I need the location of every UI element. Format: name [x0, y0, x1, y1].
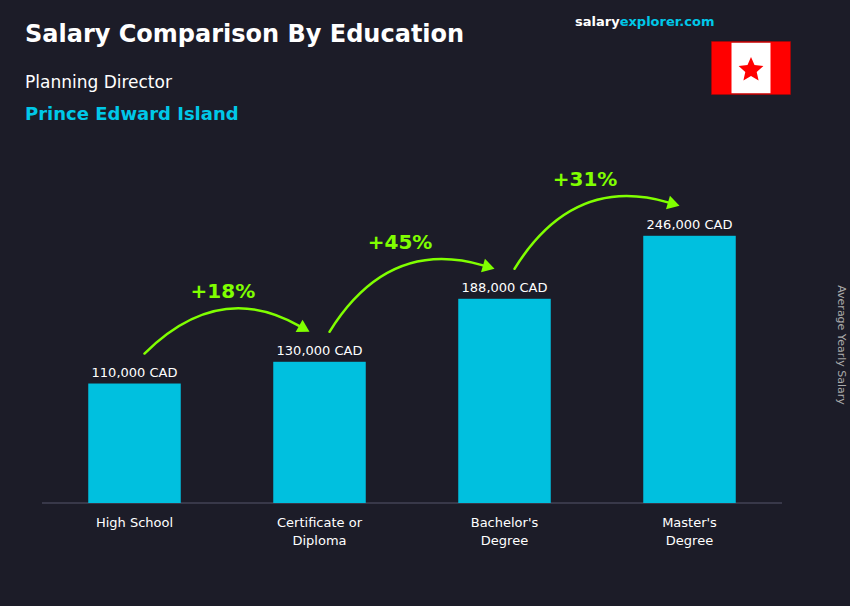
change-arc	[330, 259, 483, 332]
x-tick-label: Bachelor'sDegree	[471, 515, 539, 548]
data-label: 246,000 CAD	[647, 217, 733, 232]
data-label: 110,000 CAD	[92, 365, 178, 380]
change-arrowhead	[296, 320, 310, 332]
bar	[458, 299, 551, 503]
bar	[643, 236, 736, 503]
change-arrowhead	[481, 259, 494, 272]
location: Prince Edward Island	[25, 103, 239, 124]
bars	[88, 236, 736, 503]
change-arrow	[330, 259, 495, 332]
change-label: +31%	[553, 167, 618, 191]
watermark: salaryexplorer.com	[575, 14, 714, 29]
watermark-part: explorer.com	[620, 14, 715, 29]
watermark-part: salary	[575, 14, 620, 29]
flag	[712, 42, 790, 94]
change-arc	[145, 308, 300, 353]
change-label: +45%	[368, 230, 433, 254]
subtitle: Planning Director	[25, 72, 172, 92]
change-arrowhead	[666, 196, 679, 209]
x-tick-label: High School	[96, 515, 173, 530]
flag-stripe	[771, 42, 791, 94]
x-tick-label: Certificate orDiploma	[277, 515, 363, 548]
change-arrow	[145, 308, 310, 353]
data-label: 188,000 CAD	[462, 280, 548, 295]
change-arc	[515, 196, 668, 269]
chart: Salary Comparison By Education Planning D…	[0, 0, 850, 606]
change-label: +18%	[191, 279, 256, 303]
bar	[273, 362, 366, 503]
bar	[88, 384, 181, 503]
background	[0, 0, 850, 606]
title: Salary Comparison By Education	[25, 20, 464, 48]
flag-leaf	[739, 57, 764, 81]
flag-stripe	[712, 42, 732, 94]
change-arrow	[515, 196, 680, 269]
flag-field	[712, 42, 790, 94]
y-axis-label: Average Yearly Salary	[835, 285, 848, 405]
data-label: 130,000 CAD	[277, 343, 363, 358]
x-tick-label: Master'sDegree	[662, 515, 717, 548]
